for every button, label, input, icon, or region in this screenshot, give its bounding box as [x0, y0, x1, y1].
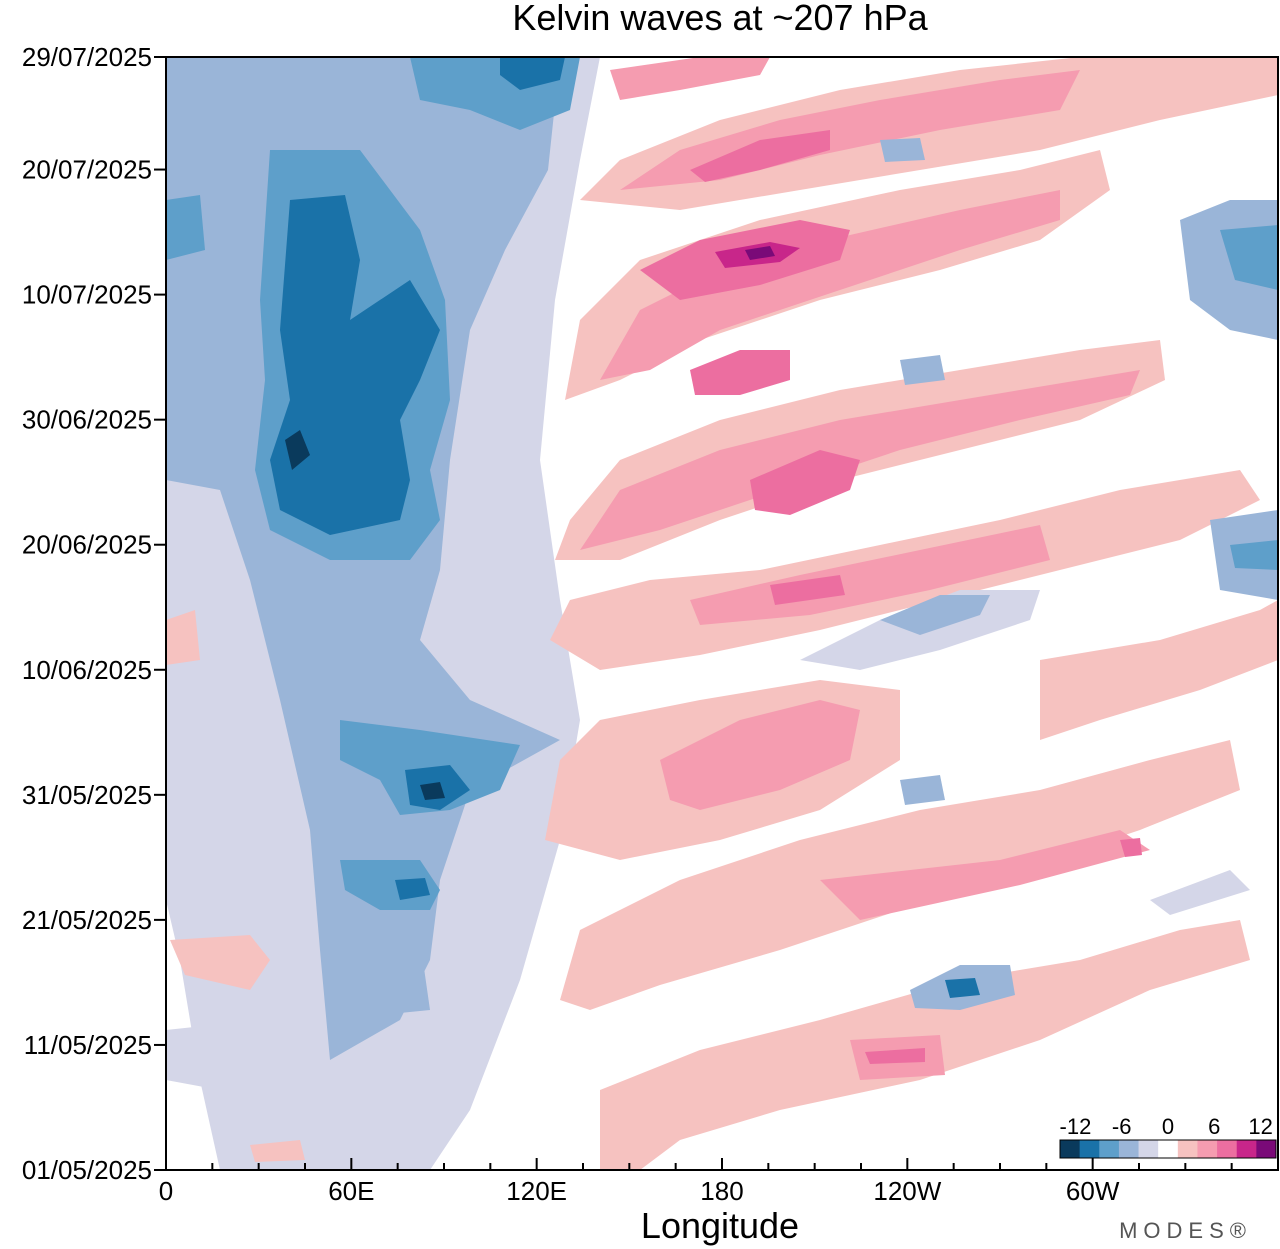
- x-axis-label: Longitude: [641, 1205, 799, 1246]
- neg-east-edge-2b: [1230, 540, 1278, 570]
- x-tick-label: 120E: [506, 1176, 567, 1206]
- pos-small-left-2: [166, 610, 200, 665]
- neg-top-core: [500, 57, 565, 90]
- x-tick-label: 0: [159, 1176, 173, 1206]
- y-tick-label: 20/06/2025: [22, 530, 152, 560]
- colorbar-tick-label: 0: [1162, 1114, 1174, 1139]
- y-tick-label: 30/06/2025: [22, 405, 152, 435]
- neg-lower-cell: [365, 940, 430, 1015]
- colorbar-swatch: [1079, 1140, 1100, 1158]
- y-axis: 29/07/2025 20/07/2025 10/07/2025 30/06/2025…: [22, 42, 166, 1185]
- neg-left-edge: [166, 57, 220, 115]
- y-tick-label: 31/05/2025: [22, 780, 152, 810]
- x-tick-label: 180: [700, 1176, 743, 1206]
- pos-band-6-level-3b: [690, 350, 790, 395]
- pos-small-bottom: [250, 1140, 305, 1162]
- pos-band-7-level-1: [580, 57, 1278, 210]
- neg-small-2: [1150, 870, 1250, 915]
- pos-band-1-level-3: [865, 1048, 925, 1064]
- colorbar-swatch: [1217, 1140, 1238, 1158]
- pos-band-2-level-2: [820, 830, 1150, 920]
- y-tick-label: 21/05/2025: [22, 905, 152, 935]
- neg-bottom-left: [166, 1020, 270, 1090]
- colorbar-swatch: [1138, 1140, 1159, 1158]
- y-tick-label: 01/05/2025: [22, 1155, 152, 1185]
- pos-band-3-level-2: [660, 700, 860, 810]
- y-tick-label: 10/07/2025: [22, 280, 152, 310]
- y-tick-label: 29/07/2025: [22, 42, 152, 72]
- pos-band-6-level-2: [600, 190, 1060, 380]
- pos-band-3-right: [1040, 600, 1278, 740]
- neg-small-3: [900, 355, 945, 385]
- pos-band-7-level-3: [690, 130, 830, 182]
- pos-band-5-level-3: [750, 450, 860, 515]
- y-tick-label: 20/07/2025: [22, 155, 152, 185]
- colorbar-swatch: [1236, 1140, 1257, 1158]
- colorbar-tick-label: -6: [1112, 1114, 1132, 1139]
- colorbar-tick-label: 12: [1248, 1114, 1272, 1139]
- x-tick-label: 60W: [1066, 1176, 1120, 1206]
- neg-small-4: [880, 138, 925, 162]
- x-tick-label: 120W: [873, 1176, 941, 1206]
- colorbar-swatch: [1197, 1140, 1218, 1158]
- pos-band-6-level-5: [745, 246, 775, 260]
- neg-cell-31-05-core: [420, 782, 445, 800]
- neg-cell-20-05-b: [395, 878, 430, 900]
- colorbar-tick-label: -12: [1060, 1114, 1092, 1139]
- watermark-logo: MODES®: [1119, 1218, 1252, 1243]
- pos-band-2-level-3: [1120, 838, 1142, 857]
- colorbar: -12 -6 0 6 12: [1059, 1114, 1277, 1159]
- neg-cell-120W-b: [945, 978, 980, 998]
- colorbar-swatch: [1158, 1140, 1179, 1158]
- colorbar-swatch: [1118, 1140, 1140, 1158]
- neg-left-edge-2: [166, 195, 205, 260]
- heatmap-field: [166, 57, 1278, 1170]
- pos-band-4-level-3: [770, 575, 845, 605]
- y-tick-label: 11/05/2025: [24, 1030, 152, 1060]
- colorbar-swatch: [1099, 1140, 1120, 1158]
- pos-small-left-1: [170, 935, 270, 990]
- y-tick-label: 10/06/2025: [22, 655, 152, 685]
- colorbar-tick-label: 6: [1208, 1114, 1220, 1139]
- pos-top-left: [610, 57, 770, 100]
- neg-region-level-4: [270, 195, 440, 535]
- neg-region-level-5: [285, 430, 310, 470]
- neg-small-1: [900, 775, 945, 805]
- x-axis: 0 60E 120E 180 120W 60W: [159, 1158, 1279, 1206]
- neg-mid-pacific-b: [880, 595, 990, 635]
- colorbar-frame: [1059, 1139, 1277, 1159]
- colorbar-swatch: [1256, 1140, 1277, 1158]
- x-tick-label: 60E: [328, 1176, 374, 1206]
- neg-east-edge-1b: [1220, 225, 1278, 290]
- chart-title: Kelvin waves at ~207 hPa: [512, 0, 928, 38]
- colorbar-swatch: [1060, 1140, 1081, 1158]
- colorbar-swatch: [1177, 1140, 1198, 1158]
